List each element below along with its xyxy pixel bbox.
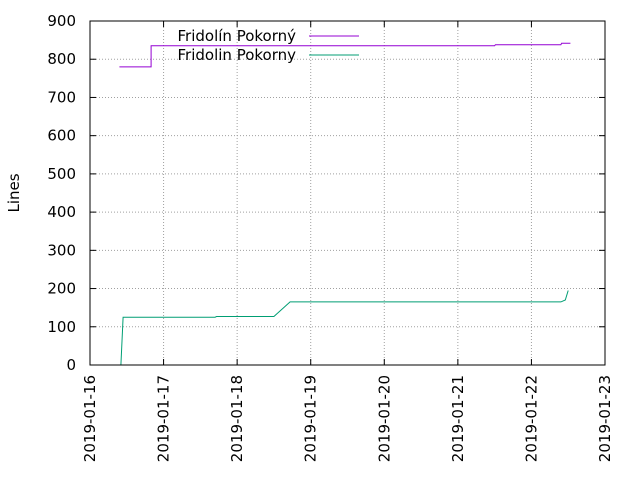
series-line-2 — [120, 290, 569, 366]
grid-lines — [90, 21, 605, 365]
y-tick-label: 900 — [47, 12, 76, 30]
y-tick-label: 100 — [47, 318, 76, 336]
x-tick-label: 2019-01-23 — [596, 375, 614, 462]
x-tick-label: 2019-01-16 — [81, 375, 99, 462]
x-tick-label: 2019-01-21 — [449, 375, 467, 462]
y-tick-label: 400 — [47, 203, 76, 221]
y-tick-label: 500 — [47, 165, 76, 183]
x-tick-label: 2019-01-18 — [228, 375, 246, 462]
plot-border — [89, 20, 606, 366]
y-axis-ticks: 0 100 200 300 400 500 600 700 800 900 — [47, 12, 605, 374]
x-axis-ticks: 2019-01-16 2019-01-17 2019-01-18 2019-01-19… — [81, 21, 614, 462]
x-tick-label: 2019-01-19 — [302, 375, 320, 462]
y-tick-label: 200 — [47, 280, 76, 298]
y-tick-label: 600 — [47, 127, 76, 145]
legend-label-2: Fridolin Pokorny — [178, 46, 297, 64]
y-tick-label: 300 — [47, 241, 76, 259]
x-tick-label: 2019-01-17 — [155, 375, 173, 462]
legend-label-1: Fridolín Pokorný — [178, 27, 297, 45]
y-tick-label: 0 — [66, 356, 76, 374]
x-tick-label: 2019-01-22 — [522, 375, 540, 462]
x-tick-label: 2019-01-20 — [375, 375, 393, 462]
series-line-1 — [119, 42, 571, 68]
series-lines — [119, 42, 571, 366]
y-tick-label: 800 — [47, 50, 76, 68]
y-axis-title: Lines — [5, 173, 23, 212]
y-tick-label: 700 — [47, 88, 76, 106]
